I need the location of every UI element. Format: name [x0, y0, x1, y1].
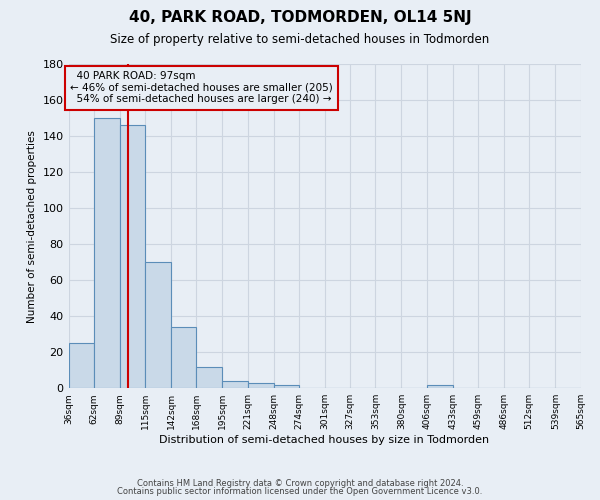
Text: Size of property relative to semi-detached houses in Todmorden: Size of property relative to semi-detach… [110, 32, 490, 46]
Text: Contains HM Land Registry data © Crown copyright and database right 2024.: Contains HM Land Registry data © Crown c… [137, 478, 463, 488]
Text: Contains public sector information licensed under the Open Government Licence v3: Contains public sector information licen… [118, 488, 482, 496]
Text: 40, PARK ROAD, TODMORDEN, OL14 5NJ: 40, PARK ROAD, TODMORDEN, OL14 5NJ [128, 10, 472, 25]
Y-axis label: Number of semi-detached properties: Number of semi-detached properties [27, 130, 37, 322]
Bar [94, 118, 120, 388]
Bar [248, 383, 274, 388]
X-axis label: Distribution of semi-detached houses by size in Todmorden: Distribution of semi-detached houses by … [160, 435, 490, 445]
Bar [223, 381, 248, 388]
Bar [145, 262, 171, 388]
Bar [274, 384, 299, 388]
Bar [120, 125, 145, 388]
Bar [196, 366, 223, 388]
Bar [68, 343, 94, 388]
Bar [427, 384, 453, 388]
Bar [171, 327, 196, 388]
Text: 40 PARK ROAD: 97sqm
← 46% of semi-detached houses are smaller (205)
  54% of sem: 40 PARK ROAD: 97sqm ← 46% of semi-detach… [70, 71, 333, 104]
